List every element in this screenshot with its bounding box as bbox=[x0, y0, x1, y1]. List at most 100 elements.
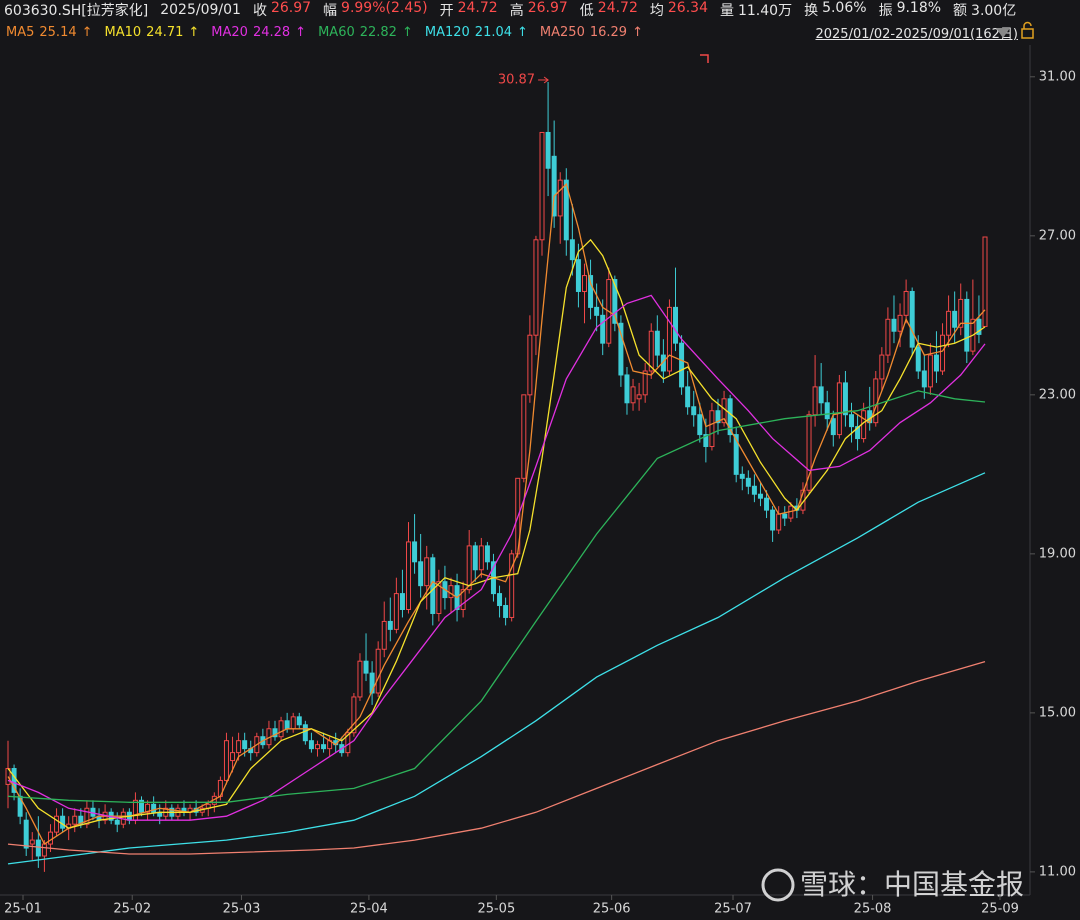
quote-value: 24.72 bbox=[457, 0, 498, 16]
candle-body bbox=[387, 620, 393, 630]
legend-item: MA20 24.28 ↑ bbox=[211, 25, 306, 40]
candle-body bbox=[818, 386, 824, 404]
date-range[interactable]: 2025/01/02-2025/09/01(162日) bbox=[815, 27, 1018, 42]
x-tick-label: 25-09 bbox=[981, 902, 1019, 917]
quote-value: 26.34 bbox=[667, 0, 708, 16]
candle-body bbox=[114, 819, 120, 825]
candle-body bbox=[145, 803, 151, 813]
candle-body bbox=[412, 541, 418, 563]
candle-body bbox=[946, 310, 952, 336]
quote-value: 26.97 bbox=[527, 0, 568, 16]
quote-value: 24.72 bbox=[597, 0, 638, 16]
lock-icon[interactable] bbox=[1021, 28, 1034, 39]
candle-body bbox=[17, 795, 23, 817]
candle-body bbox=[958, 298, 964, 328]
quote-label: 换 bbox=[804, 3, 819, 19]
candle-body bbox=[296, 716, 302, 726]
x-tick-label: 25-04 bbox=[350, 902, 388, 917]
candle-body bbox=[679, 342, 685, 388]
candle-body bbox=[745, 477, 751, 487]
candle-body bbox=[78, 815, 84, 825]
y-tick-label: 31.00 bbox=[1039, 69, 1076, 84]
y-tick-label: 15.00 bbox=[1039, 705, 1076, 720]
candle-body bbox=[952, 310, 958, 328]
ma-line bbox=[7, 182, 986, 846]
candle-body bbox=[673, 306, 679, 344]
legend-value: 24.28 bbox=[252, 24, 291, 40]
candle-body bbox=[132, 799, 138, 821]
candle-body bbox=[472, 545, 478, 571]
candle-body bbox=[933, 354, 939, 372]
candle-body bbox=[223, 740, 229, 781]
candle-body bbox=[709, 410, 715, 448]
legend-name: MA250 bbox=[539, 24, 585, 40]
candle-body bbox=[460, 589, 466, 611]
candle-body bbox=[84, 807, 90, 825]
candle-body bbox=[393, 593, 399, 630]
candle-body bbox=[23, 819, 29, 849]
symbol: 603630.SH[拉芳家化] bbox=[4, 3, 149, 19]
candle-body bbox=[41, 843, 47, 857]
candle-body bbox=[60, 815, 66, 829]
candle-body bbox=[545, 131, 551, 169]
candle-body bbox=[430, 557, 436, 614]
quote-date: 2025/09/01 bbox=[160, 2, 241, 18]
candle-body bbox=[824, 402, 830, 420]
candle-body bbox=[940, 334, 946, 372]
candle-body bbox=[927, 354, 933, 388]
quote-item: 量 11.40万 bbox=[720, 0, 792, 20]
legend-value: 16.29 bbox=[589, 24, 628, 40]
quote-item: 换 5.06% bbox=[804, 0, 866, 20]
legend-arrow: ↑ bbox=[295, 24, 307, 40]
candle-body bbox=[569, 239, 575, 261]
candle-body bbox=[47, 831, 53, 845]
candle-body bbox=[976, 318, 982, 335]
legend: MA5 25.14 ↑ MA10 24.71 ↑ MA20 24.28 ↑ MA60 22.82 ↑ M… bbox=[6, 22, 643, 42]
candle-body bbox=[776, 513, 782, 531]
candle-body bbox=[727, 398, 733, 436]
x-tick-label: 25-07 bbox=[714, 902, 752, 917]
candle-body bbox=[302, 724, 308, 742]
candle-body bbox=[891, 318, 897, 332]
candle-body bbox=[308, 740, 314, 750]
legend-arrow: ↑ bbox=[517, 24, 528, 40]
quote-item: 低 24.72 bbox=[580, 0, 638, 20]
quote-label: 振 bbox=[878, 3, 893, 19]
candle-body bbox=[72, 815, 78, 825]
candle-body bbox=[903, 290, 909, 316]
candle-body bbox=[697, 414, 703, 436]
legend-item: MA5 25.14 ↑ bbox=[6, 25, 93, 40]
legend-item: MA60 22.82 ↑ bbox=[318, 25, 413, 40]
legend-name: MA60 bbox=[318, 24, 355, 40]
legend-name: MA10 bbox=[104, 24, 142, 40]
candle-body bbox=[624, 374, 630, 404]
candle-body bbox=[654, 330, 660, 356]
y-tick-label: 11.00 bbox=[1039, 864, 1076, 879]
legend-value: 25.14 bbox=[39, 24, 77, 40]
candle-body bbox=[509, 553, 515, 618]
dropdown-icon[interactable] bbox=[996, 28, 1010, 38]
legend-arrow: ↑ bbox=[632, 24, 643, 40]
y-tick-label: 27.00 bbox=[1039, 228, 1076, 243]
legend-value: 22.82 bbox=[359, 24, 397, 40]
legend-name: MA20 bbox=[211, 24, 248, 40]
candle-body bbox=[478, 545, 484, 571]
x-tick-label: 25-01 bbox=[4, 902, 42, 917]
candle-body bbox=[357, 660, 363, 698]
candle-body bbox=[666, 306, 672, 372]
candle-body bbox=[921, 370, 927, 388]
candle-body bbox=[236, 740, 242, 754]
candle-body bbox=[406, 541, 412, 611]
candle-body bbox=[739, 473, 745, 479]
candle-body bbox=[691, 406, 697, 416]
watermark-logo bbox=[761, 868, 795, 902]
candle-body bbox=[630, 386, 636, 404]
candle-body bbox=[424, 557, 430, 587]
quote-value: 3.00亿 bbox=[971, 3, 1017, 19]
candle-body bbox=[448, 585, 454, 599]
candle-body bbox=[11, 768, 17, 793]
x-tick-label: 25-06 bbox=[593, 902, 631, 917]
x-tick-label: 25-05 bbox=[477, 902, 515, 917]
candle-body bbox=[685, 386, 691, 408]
quote-bar: 603630.SH[拉芳家化] 2025/09/01 收 26.97 幅 9.99%(… bbox=[4, 0, 1016, 20]
